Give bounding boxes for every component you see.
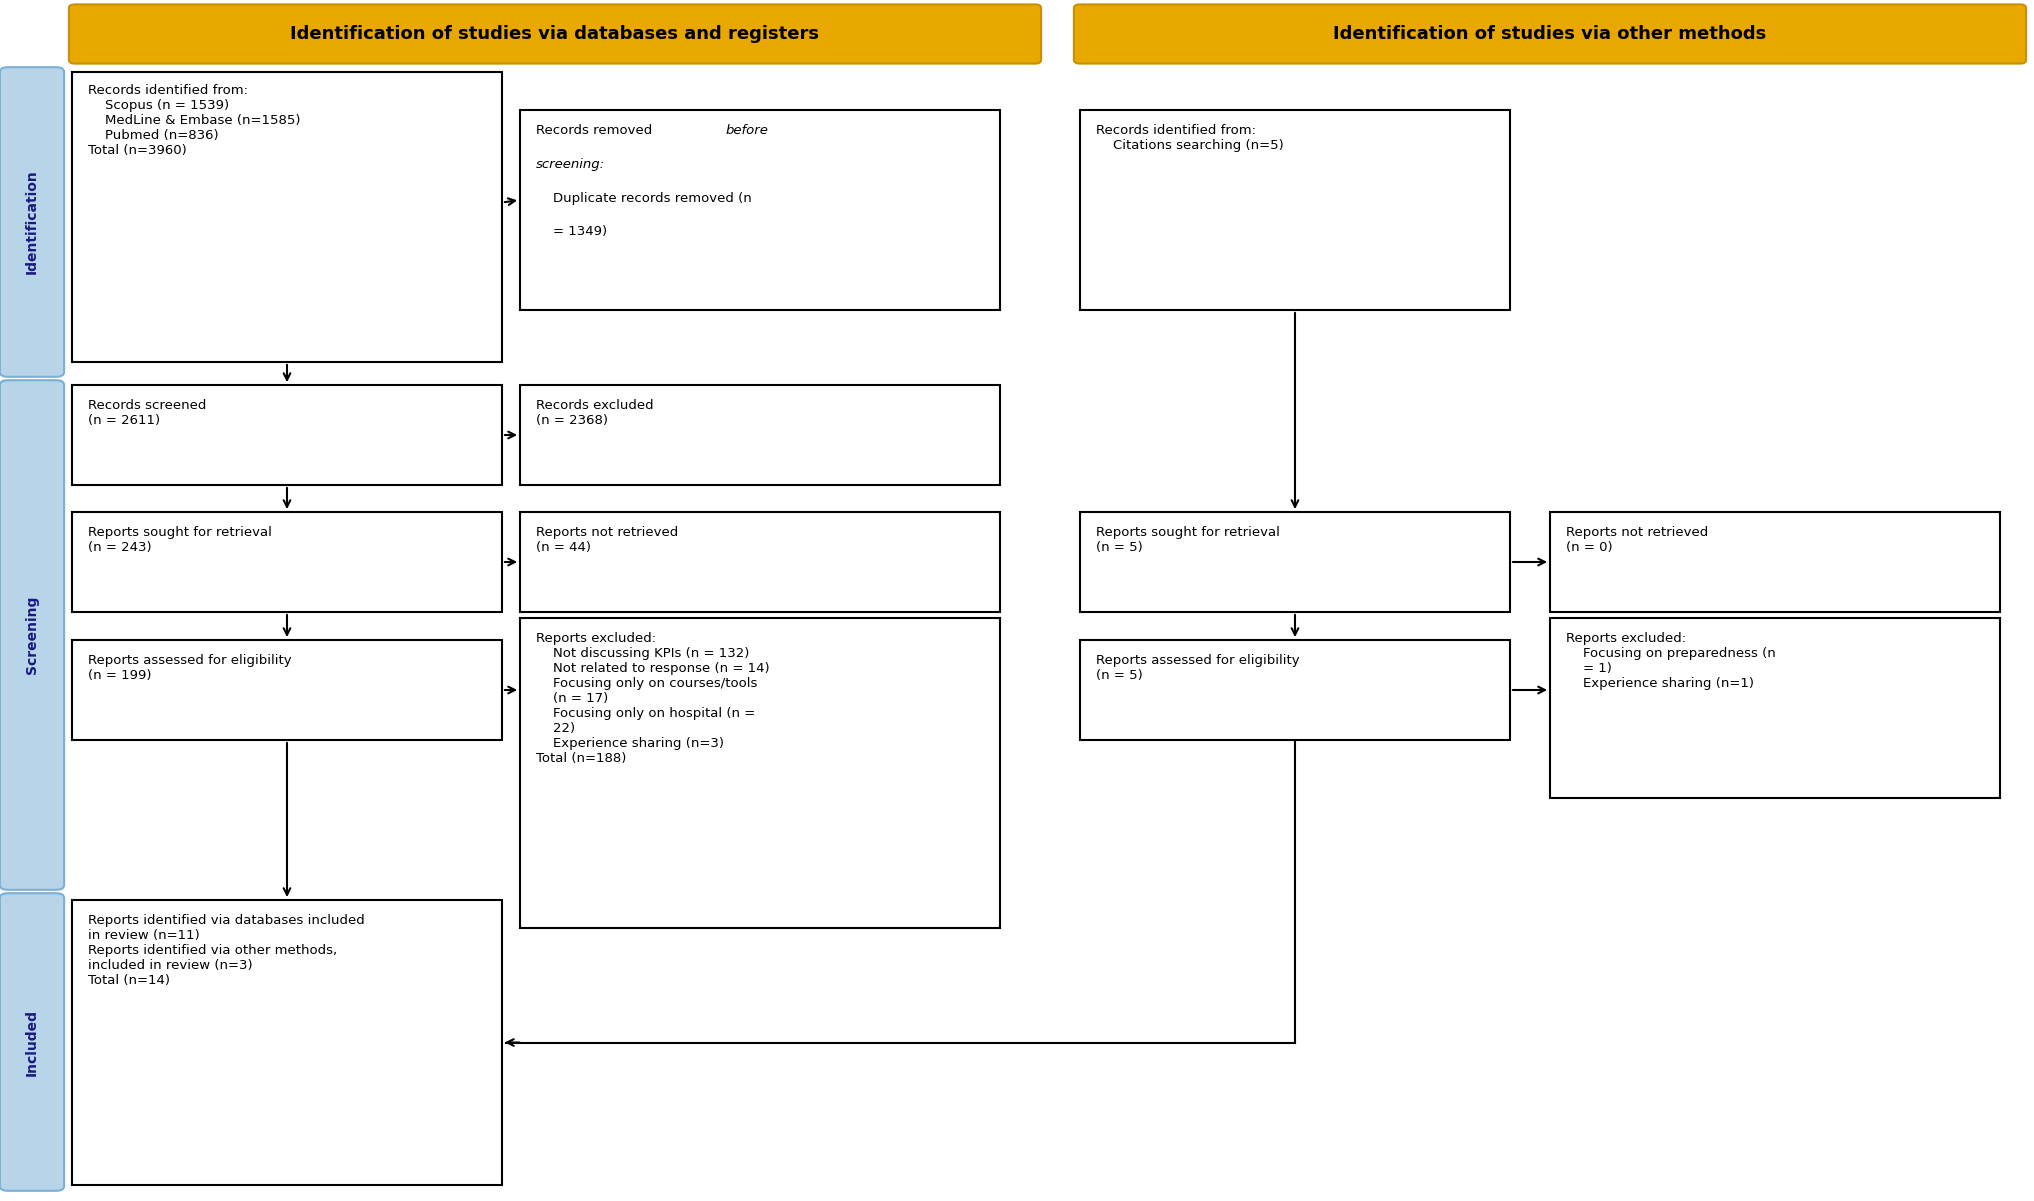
Text: Reports sought for retrieval
(n = 243): Reports sought for retrieval (n = 243): [87, 526, 273, 555]
Bar: [1550, 619, 1999, 797]
Text: Records removed: Records removed: [537, 125, 657, 137]
Text: Records screened
(n = 2611): Records screened (n = 2611): [87, 400, 207, 428]
FancyBboxPatch shape: [0, 67, 65, 377]
Text: Records identified from:
    Citations searching (n=5): Records identified from: Citations searc…: [1096, 125, 1283, 153]
Bar: [71, 386, 502, 485]
Text: Reports sought for retrieval
(n = 5): Reports sought for retrieval (n = 5): [1096, 526, 1279, 555]
Text: Reports assessed for eligibility
(n = 5): Reports assessed for eligibility (n = 5): [1096, 655, 1300, 682]
Bar: [1080, 110, 1509, 310]
Text: before: before: [726, 125, 769, 137]
Bar: [71, 72, 502, 362]
Text: Duplicate records removed (n: Duplicate records removed (n: [537, 192, 753, 204]
Bar: [1080, 512, 1509, 613]
Bar: [521, 619, 1001, 928]
Text: Reports not retrieved
(n = 0): Reports not retrieved (n = 0): [1566, 526, 1709, 555]
Text: Records identified from:
    Scopus (n = 1539)
    MedLine & Embase (n=1585)
   : Records identified from: Scopus (n = 153…: [87, 84, 301, 157]
FancyBboxPatch shape: [69, 5, 1041, 64]
Bar: [521, 512, 1001, 613]
Text: = 1349): = 1349): [537, 226, 608, 238]
Text: Screening: Screening: [24, 596, 39, 674]
Text: Reports identified via databases included
in review (n=11)
Reports identified vi: Reports identified via databases include…: [87, 914, 364, 987]
Bar: [521, 386, 1001, 485]
FancyBboxPatch shape: [0, 894, 65, 1191]
FancyBboxPatch shape: [1074, 5, 2026, 64]
FancyBboxPatch shape: [0, 381, 65, 890]
Bar: [1080, 640, 1509, 740]
Text: Reports not retrieved
(n = 44): Reports not retrieved (n = 44): [537, 526, 679, 555]
Bar: [1550, 512, 1999, 613]
Bar: [521, 110, 1001, 310]
Text: Included: Included: [24, 1009, 39, 1076]
Text: Identification of studies via databases and registers: Identification of studies via databases …: [291, 25, 820, 43]
Text: Reports excluded:
    Focusing on preparedness (n
    = 1)
    Experience sharin: Reports excluded: Focusing on preparedne…: [1566, 633, 1776, 691]
Text: screening:: screening:: [537, 159, 606, 171]
Text: Identification: Identification: [24, 169, 39, 274]
Text: Records excluded
(n = 2368): Records excluded (n = 2368): [537, 400, 653, 428]
Text: Identification of studies via other methods: Identification of studies via other meth…: [1334, 25, 1768, 43]
Bar: [71, 512, 502, 613]
Text: Reports excluded:
    Not discussing KPIs (n = 132)
    Not related to response : Reports excluded: Not discussing KPIs (n…: [537, 633, 771, 765]
Bar: [71, 640, 502, 740]
Bar: [71, 900, 502, 1185]
Text: Reports assessed for eligibility
(n = 199): Reports assessed for eligibility (n = 19…: [87, 655, 293, 682]
